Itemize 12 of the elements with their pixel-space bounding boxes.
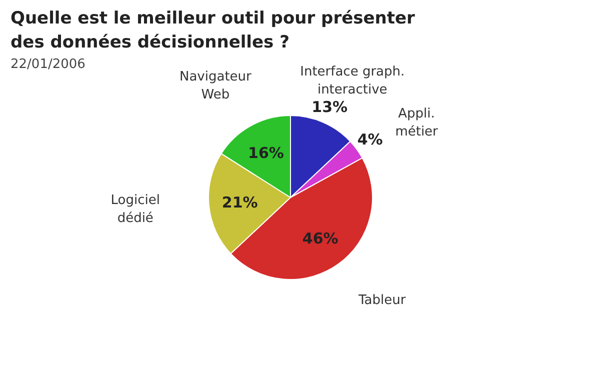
data-label: 21% <box>222 193 258 212</box>
slice-label: Interface graph. interactive <box>300 64 405 98</box>
data-label: 4% <box>357 130 383 149</box>
slice-label: Logiciel dédié <box>110 192 160 226</box>
chart-title: Quelle est le meilleur outil pour présenter des données décisionnelles ? <box>10 8 416 52</box>
slice-label: Navigateur Web <box>179 70 252 103</box>
data-label: 13% <box>312 98 348 116</box>
chart-subtitle: 22/01/2006 <box>10 57 86 72</box>
slice-label: Appli. métier <box>395 106 439 140</box>
slice-label: Tableur <box>357 292 406 308</box>
data-label: 16% <box>248 144 284 162</box>
data-label: 46% <box>302 230 338 248</box>
